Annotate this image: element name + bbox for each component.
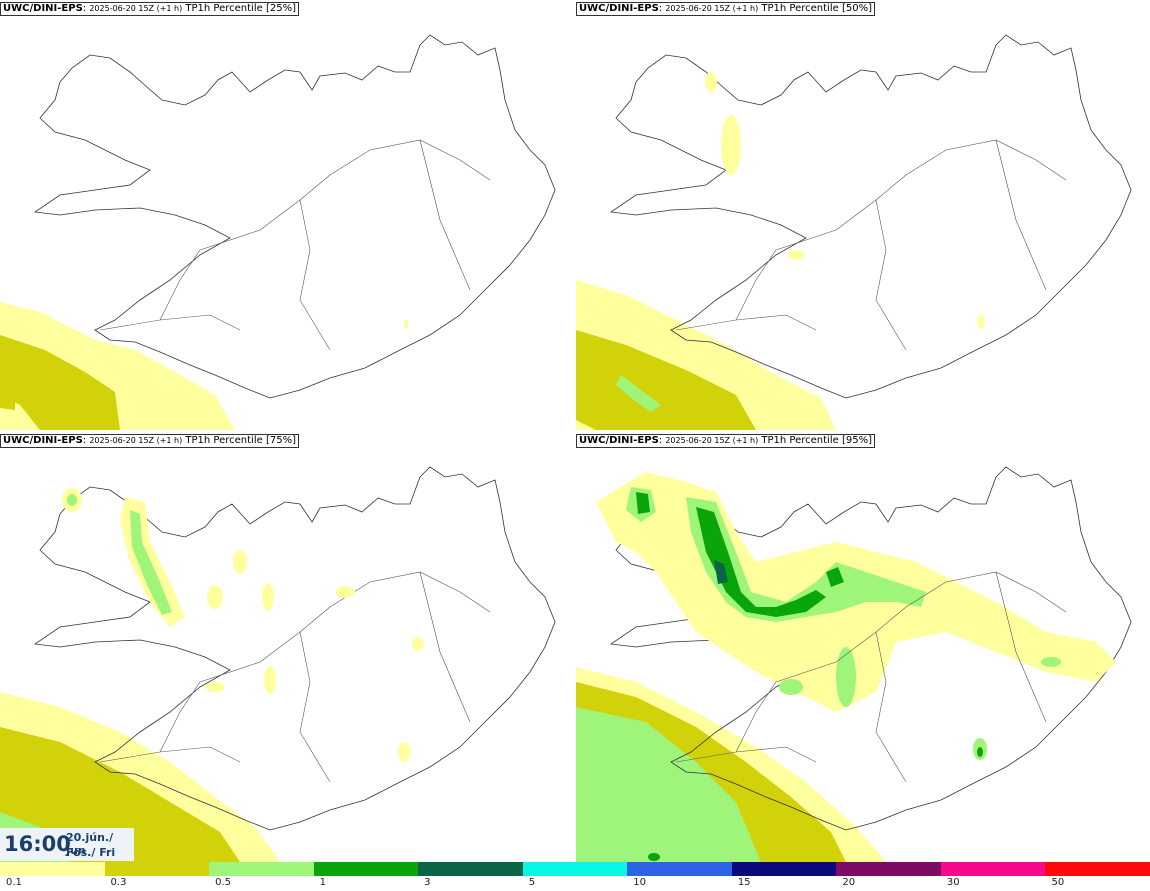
legend-swatch xyxy=(940,862,1046,876)
precip-heavy xyxy=(576,707,761,862)
legend-tick-label: 15 xyxy=(737,877,751,888)
valid-date: 20.jún./ Jun xyxy=(66,831,114,857)
precip-spot xyxy=(836,647,856,707)
precip-spot xyxy=(207,585,223,609)
color-legend xyxy=(0,862,1150,876)
precip-spot xyxy=(67,494,77,506)
legend-swatch xyxy=(209,862,314,876)
legend-tick-label: 30 xyxy=(946,877,960,888)
legend-ticks: 0.1 0.3 0.5 1 3 5 10 15 20 30 50 xyxy=(0,877,1150,891)
precip-spot xyxy=(779,679,803,695)
precip-moderate xyxy=(576,330,756,430)
valid-time-box: 16:00 20.jún./ Jun Fös./ Fri xyxy=(0,828,134,861)
road-network xyxy=(99,571,491,783)
precip-spot xyxy=(788,250,804,260)
iceland-coastline xyxy=(609,466,1132,831)
precip-spot xyxy=(205,682,225,692)
legend-tick-label: 50 xyxy=(1051,877,1065,888)
precip-spot xyxy=(412,637,424,651)
map-panel-25: UWC/DINI-EPS: 2025-06-20 15Z (+1 h) TP1h… xyxy=(0,0,574,430)
precip-spot xyxy=(335,586,355,598)
legend-tick-label: 0.3 xyxy=(110,877,127,888)
map-canvas xyxy=(576,34,1132,430)
map-panel-50: UWC/DINI-EPS: 2025-06-20 15Z (+1 h) TP1h… xyxy=(576,0,1150,430)
map-panel-75: UWC/DINI-EPS: 2025-06-20 15Z (+1 h) TP1h… xyxy=(0,432,574,862)
precip-spot xyxy=(262,583,274,611)
legend-tick-label: 0.5 xyxy=(215,877,231,888)
map-canvas xyxy=(576,466,1132,862)
valid-hour: 16:00 xyxy=(4,832,71,856)
road-network xyxy=(99,139,491,351)
legend-swatch xyxy=(1045,862,1150,876)
panel-title: UWC/DINI-EPS: 2025-06-20 15Z (+1 h) TP1h… xyxy=(0,434,299,448)
precip-spot xyxy=(977,315,985,329)
legend-swatch xyxy=(627,862,732,876)
road-network xyxy=(675,571,1067,783)
legend-tick-label: 20 xyxy=(842,877,856,888)
iceland-coastline xyxy=(33,466,556,831)
precip-spot xyxy=(404,320,408,328)
legend-swatch xyxy=(104,862,210,876)
precip-band xyxy=(714,560,728,584)
precip-band xyxy=(130,510,172,615)
legend-tick-label: 5 xyxy=(528,877,536,888)
precip-heavy xyxy=(616,375,661,412)
legend-tick-label: 3 xyxy=(424,877,431,888)
panel-title: UWC/DINI-EPS: 2025-06-20 15Z (+1 h) TP1h… xyxy=(576,434,875,448)
precip-band xyxy=(636,492,844,617)
legend-tick-label: 10 xyxy=(633,877,646,888)
precip-spot xyxy=(705,72,717,92)
precip-spot xyxy=(264,666,276,694)
precip-spot xyxy=(648,853,660,861)
precip-spot xyxy=(233,550,247,574)
legend-swatch xyxy=(313,862,419,876)
legend-swatch xyxy=(522,862,628,876)
road-network xyxy=(675,139,1067,351)
legend-tick-label: 1 xyxy=(319,877,326,888)
legend-tick-label: 0.1 xyxy=(6,877,22,888)
map-canvas xyxy=(0,466,556,862)
legend-swatch xyxy=(418,862,523,876)
precip-spot xyxy=(977,747,983,757)
legend-swatch xyxy=(0,862,105,876)
iceland-coastline xyxy=(33,34,556,399)
legend-swatch xyxy=(836,862,941,876)
precip-spot xyxy=(721,115,741,175)
panel-title: UWC/DINI-EPS: 2025-06-20 15Z (+1 h) TP1h… xyxy=(576,2,875,16)
precip-band xyxy=(120,497,185,627)
panel-title: UWC/DINI-EPS: 2025-06-20 15Z (+1 h) TP1h… xyxy=(0,2,299,16)
valid-day: Fös./ Fri xyxy=(66,846,116,859)
precip-spot xyxy=(1041,657,1061,667)
precip-moderate xyxy=(0,372,15,410)
map-canvas xyxy=(0,34,556,430)
iceland-coastline xyxy=(609,34,1132,399)
legend-swatch xyxy=(731,862,837,876)
map-panel-95: UWC/DINI-EPS: 2025-06-20 15Z (+1 h) TP1h… xyxy=(576,432,1150,862)
precip-spot xyxy=(398,742,410,762)
precip-moderate xyxy=(0,335,120,430)
